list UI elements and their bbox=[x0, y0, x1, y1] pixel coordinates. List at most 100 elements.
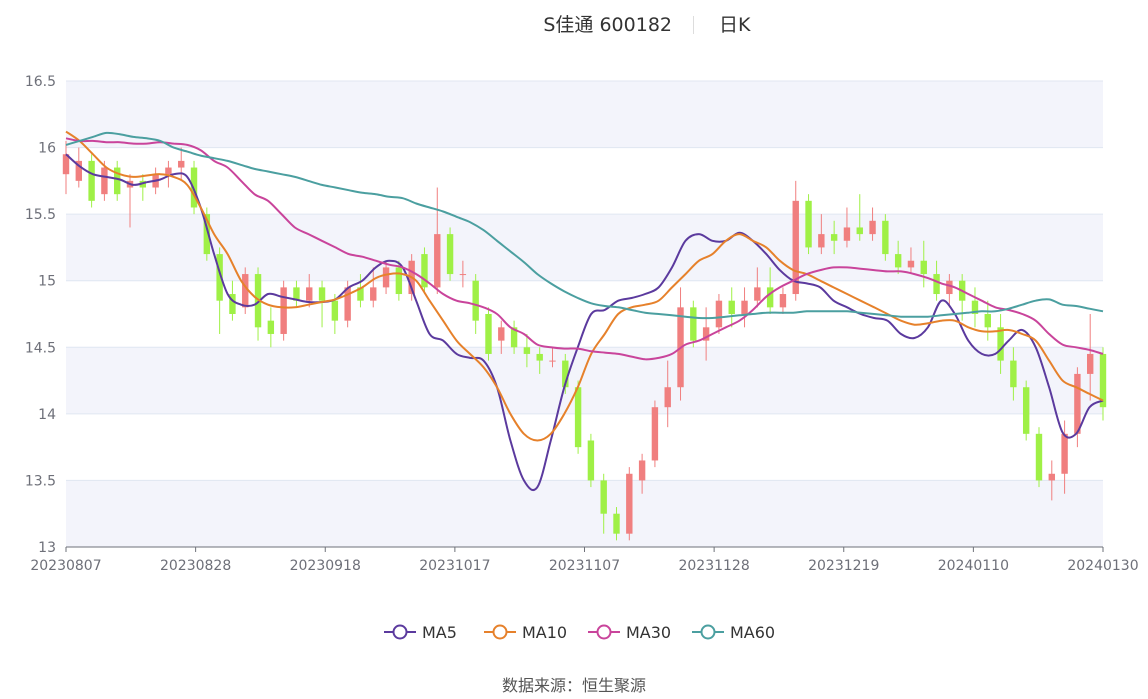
candlestick bbox=[216, 247, 223, 334]
candle-body bbox=[1074, 373, 1081, 434]
candle-body bbox=[920, 260, 927, 275]
candle-body bbox=[357, 287, 364, 301]
candle-body bbox=[869, 220, 876, 235]
candlestick bbox=[997, 314, 1004, 374]
kline-chart: 13 13.5 14 14.5 15 15.5 16 16.5 20230807 2023082… bbox=[25, 74, 1139, 642]
candle-body bbox=[75, 160, 83, 181]
candlestick bbox=[843, 207, 851, 248]
candle-body bbox=[382, 267, 390, 288]
candle-body bbox=[843, 227, 851, 241]
candle-body bbox=[101, 167, 108, 195]
legend-item-ma60: MA60 bbox=[692, 623, 775, 642]
candlestick bbox=[421, 247, 428, 295]
legend-item-ma30: MA30 bbox=[588, 623, 671, 642]
candle-body bbox=[510, 327, 518, 348]
x-tick-label: 20240110 bbox=[938, 558, 1009, 574]
candle-body bbox=[472, 280, 479, 321]
candlestick bbox=[1061, 420, 1068, 494]
candle-body bbox=[1099, 353, 1107, 408]
candlestick bbox=[805, 194, 812, 255]
candlestick bbox=[600, 473, 607, 534]
candle-body bbox=[203, 214, 211, 255]
candle-body bbox=[293, 287, 300, 301]
candlestick bbox=[318, 280, 326, 328]
x-tick-label: 20230828 bbox=[160, 558, 231, 574]
candle-body bbox=[997, 327, 1004, 361]
y-tick-label: 16.5 bbox=[25, 74, 56, 90]
candlestick bbox=[626, 467, 633, 541]
legend-label: MA10 bbox=[522, 623, 567, 642]
candlestick bbox=[1022, 380, 1030, 441]
legend-item-ma10: MA10 bbox=[484, 623, 567, 642]
x-tick-label: 20231107 bbox=[549, 558, 620, 574]
candlestick bbox=[587, 433, 595, 488]
candlestick bbox=[971, 287, 979, 328]
candle-body bbox=[446, 234, 454, 275]
candle-body bbox=[216, 254, 223, 301]
x-tick-label: 20231128 bbox=[678, 558, 749, 574]
source-label: 数据来源： bbox=[501, 676, 582, 695]
candle-body bbox=[856, 227, 863, 235]
y-tick-label: 14 bbox=[38, 407, 56, 423]
candlestick bbox=[894, 240, 902, 275]
candlestick bbox=[293, 280, 300, 308]
legend-label: MA5 bbox=[422, 623, 457, 642]
candlestick bbox=[574, 380, 582, 454]
chart-band bbox=[66, 81, 1103, 148]
candle-body bbox=[574, 387, 582, 448]
chart-band bbox=[66, 347, 1103, 414]
candlestick bbox=[62, 140, 70, 195]
chart-band bbox=[66, 480, 1103, 547]
x-tick-label: 20230918 bbox=[290, 558, 361, 574]
candlestick bbox=[715, 294, 723, 334]
candlestick bbox=[907, 247, 915, 275]
candlestick bbox=[280, 280, 287, 341]
candle-body bbox=[1061, 433, 1068, 474]
candle-body bbox=[690, 307, 697, 341]
candle-body bbox=[613, 513, 620, 534]
y-tick-label: 13 bbox=[38, 540, 56, 556]
candlestick bbox=[779, 287, 787, 314]
candlestick bbox=[702, 307, 710, 361]
candle-body bbox=[664, 387, 671, 408]
candle-body bbox=[946, 280, 953, 295]
background-bands bbox=[66, 81, 1103, 547]
candle-body bbox=[792, 200, 799, 295]
candle-body bbox=[779, 294, 787, 308]
candlestick bbox=[664, 360, 671, 428]
candle-body bbox=[318, 287, 326, 301]
candlestick bbox=[677, 287, 684, 401]
candle-body bbox=[638, 460, 646, 481]
candle-body bbox=[165, 167, 172, 175]
candle-body bbox=[1010, 360, 1017, 388]
candle-body bbox=[1086, 353, 1094, 374]
chart-period: 日K bbox=[719, 14, 751, 36]
x-axis: 20230807 20230828 20230918 20231017 20231107… bbox=[30, 546, 1139, 574]
candle-body bbox=[434, 234, 441, 288]
legend-marker bbox=[700, 624, 716, 640]
candlestick bbox=[114, 160, 121, 201]
candle-body bbox=[933, 274, 940, 295]
candlestick bbox=[920, 240, 927, 288]
candlestick bbox=[1010, 347, 1017, 401]
candle-body bbox=[818, 234, 825, 248]
legend-marker bbox=[596, 624, 612, 640]
candle-body bbox=[984, 314, 991, 328]
candle-body bbox=[242, 274, 249, 308]
candlestick bbox=[203, 207, 211, 261]
x-tick-label: 20231219 bbox=[808, 558, 879, 574]
candlestick bbox=[459, 260, 467, 288]
candlestick bbox=[178, 147, 185, 181]
candlestick bbox=[254, 267, 262, 341]
candle-body bbox=[421, 254, 428, 288]
y-tick-label: 13.5 bbox=[25, 473, 56, 489]
candlestick bbox=[88, 154, 95, 208]
legend-marker bbox=[492, 624, 508, 640]
series-line-ma10 bbox=[65, 130, 1104, 442]
candlestick bbox=[357, 274, 364, 308]
y-tick-label: 16 bbox=[38, 141, 56, 157]
candle-body bbox=[114, 167, 121, 195]
candlestick bbox=[613, 507, 620, 541]
candle-body bbox=[395, 267, 403, 295]
candlestick bbox=[741, 287, 748, 328]
